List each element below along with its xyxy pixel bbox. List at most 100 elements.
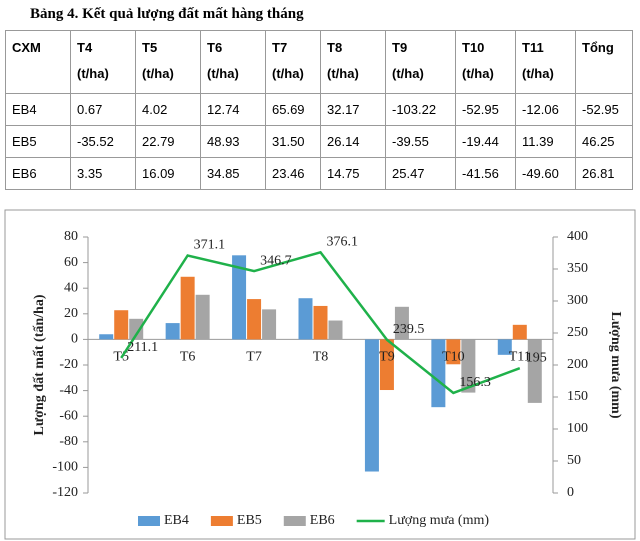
data-label: 195 bbox=[526, 350, 547, 365]
table-cell: 22.79 bbox=[135, 125, 201, 158]
y-axis-title: Lượng đất mất (tấn/ha) bbox=[32, 294, 47, 435]
data-label: 156.3 bbox=[459, 375, 491, 390]
x-tick-label: T10 bbox=[442, 350, 465, 365]
header-unit: (t/ha) bbox=[207, 66, 239, 81]
table-cell: -41.56 bbox=[455, 157, 516, 190]
header-name: T5 bbox=[142, 40, 158, 55]
chart-border bbox=[4, 209, 636, 540]
bar bbox=[512, 324, 527, 340]
y2-tick-label: 0 bbox=[567, 485, 574, 500]
table-cell: 46.25 bbox=[575, 125, 633, 158]
table-cell: 14.75 bbox=[320, 157, 386, 190]
header-unit: (t/ha) bbox=[522, 66, 554, 81]
table-cell: 32.17 bbox=[320, 93, 386, 126]
header-name: T7 bbox=[272, 40, 288, 55]
table-cell: -39.55 bbox=[385, 125, 456, 158]
header-name: T11 bbox=[522, 40, 544, 55]
table-cell: 34.85 bbox=[200, 157, 266, 190]
table-cell: 12.74 bbox=[200, 93, 266, 126]
bar bbox=[129, 318, 144, 340]
header-name: T10 bbox=[462, 40, 485, 55]
data-label: 211.1 bbox=[127, 340, 158, 355]
legend-label: EB4 bbox=[164, 513, 189, 528]
y-tick-label: -120 bbox=[52, 485, 78, 500]
y-tick-label: -60 bbox=[59, 408, 78, 423]
table-cell: -49.60 bbox=[515, 157, 576, 190]
table-cell: -19.44 bbox=[455, 125, 516, 158]
data-label: 346.7 bbox=[260, 253, 292, 268]
y2-tick-label: 150 bbox=[567, 389, 588, 404]
table-cell: -103.22 bbox=[385, 93, 456, 126]
data-label: 371.1 bbox=[194, 238, 226, 253]
header-name: T9 bbox=[392, 40, 408, 55]
legend-swatch bbox=[138, 516, 160, 526]
header-cell: CXM bbox=[5, 30, 71, 94]
y-tick-label: 40 bbox=[64, 280, 78, 295]
table-title: Bảng 4. Kết quả lượng đất mất hàng tháng bbox=[30, 6, 304, 22]
y-tick-label: 80 bbox=[64, 229, 78, 244]
bar bbox=[527, 339, 542, 403]
table-cell: 31.50 bbox=[265, 125, 321, 158]
table-row: EB4 0.67 4.02 12.74 65.69 32.17 -103.22 -52.95-… bbox=[5, 93, 633, 126]
header-unit: (t/ha) bbox=[462, 66, 494, 81]
bar bbox=[247, 299, 262, 340]
data-label: 376.1 bbox=[327, 235, 359, 250]
header-unit: (t/ha) bbox=[272, 66, 304, 81]
table: CXM T4 (t/ha) T5 (t/ha) T6 (t/ha) T7 (t/ha) T8 (t/… bbox=[5, 30, 633, 190]
bar bbox=[262, 309, 277, 340]
table-cell: 65.69 bbox=[265, 93, 321, 126]
header-unit: (t/ha) bbox=[392, 66, 424, 81]
y2-tick-label: 50 bbox=[567, 453, 581, 468]
table-cell: EB5 bbox=[5, 125, 71, 158]
bar bbox=[165, 323, 180, 340]
table-cell: 23.46 bbox=[265, 157, 321, 190]
header-name: T8 bbox=[327, 40, 343, 55]
table-cell: EB6 bbox=[5, 157, 71, 190]
legend-label: EB5 bbox=[237, 513, 262, 528]
table-cell: -52.95 bbox=[575, 93, 633, 126]
data-label: 239.5 bbox=[393, 322, 425, 337]
x-tick-label: T11 bbox=[509, 350, 531, 365]
bar bbox=[99, 334, 114, 340]
y2-tick-label: 300 bbox=[567, 293, 588, 308]
header-unit: (t/ha) bbox=[327, 66, 359, 81]
bar bbox=[328, 320, 343, 340]
y2-tick-label: 350 bbox=[567, 261, 588, 276]
bar bbox=[431, 339, 446, 408]
header-row: CXM T4 (t/ha) T5 (t/ha) T6 (t/ha) T7 (t/ha) T8 (t/… bbox=[5, 30, 633, 94]
x-tick-label: T7 bbox=[246, 350, 262, 365]
x-tick-label: T9 bbox=[379, 350, 395, 365]
header-name: T4 bbox=[77, 40, 93, 55]
legend-label: Lượng mưa (mm) bbox=[389, 513, 490, 528]
header-unit: (t/ha) bbox=[77, 66, 109, 81]
header-cell: T11 (t/ha) bbox=[515, 30, 576, 94]
table-cell: -35.52 bbox=[70, 125, 136, 158]
table-cell: EB4 bbox=[5, 93, 71, 126]
y2-axis-title: Lượng mưa (mm) bbox=[608, 312, 623, 419]
y-tick-label: 20 bbox=[64, 306, 78, 321]
header-cell: Tổng bbox=[575, 30, 633, 94]
legend-swatch bbox=[283, 516, 306, 526]
table-cell: 26.81 bbox=[575, 157, 633, 190]
table-cell: -52.95 bbox=[455, 93, 516, 126]
legend-label: EB6 bbox=[310, 513, 335, 528]
y2-tick-label: 400 bbox=[567, 229, 588, 244]
y2-tick-label: 200 bbox=[567, 357, 588, 372]
header-cell: T7 (t/ha) bbox=[265, 30, 321, 94]
y-tick-label: -40 bbox=[59, 383, 78, 398]
header-unit: (t/ha) bbox=[142, 66, 174, 81]
y-tick-label: 0 bbox=[71, 332, 78, 347]
table-row: EB6 3.35 16.09 34.85 23.46 14.75 25.47 -41.56 -4… bbox=[5, 157, 633, 190]
x-tick-label: T8 bbox=[313, 350, 329, 365]
legend-swatch bbox=[210, 516, 233, 526]
bar bbox=[364, 339, 379, 472]
header-cell: T4 (t/ha) bbox=[70, 30, 136, 94]
bar bbox=[298, 298, 313, 340]
table-body: EB4 0.67 4.02 12.74 65.69 32.17 -103.22 -52.95-… bbox=[5, 93, 633, 190]
bar bbox=[232, 255, 247, 340]
bar bbox=[379, 339, 394, 391]
header-name: Tổng bbox=[582, 40, 614, 55]
table-cell: 3.35 bbox=[70, 157, 136, 190]
bar bbox=[313, 305, 328, 340]
